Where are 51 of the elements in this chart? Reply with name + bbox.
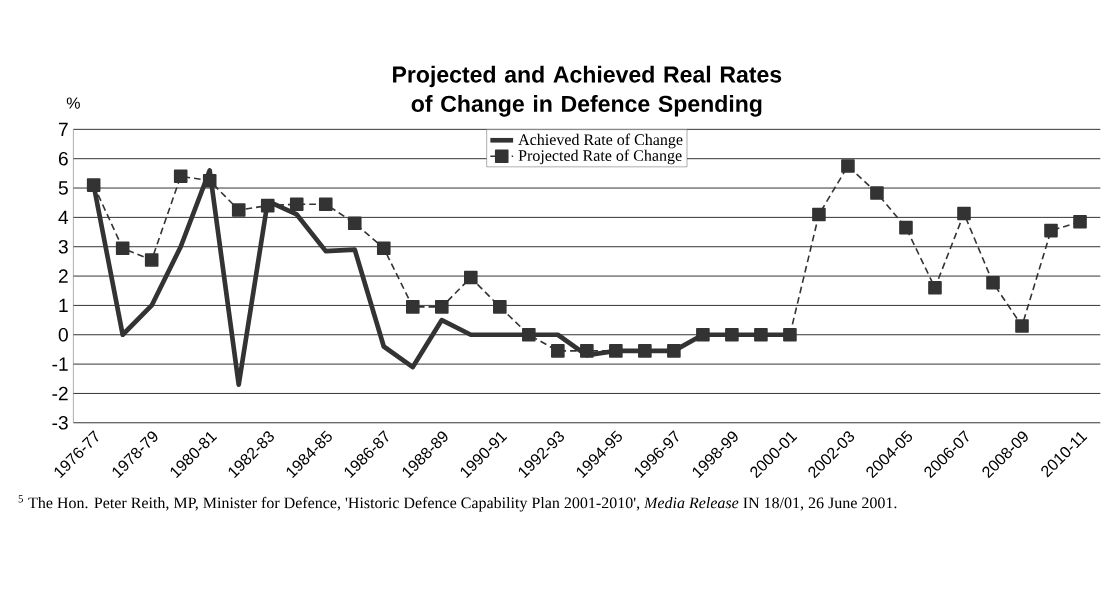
point — [725, 328, 739, 342]
point — [260, 199, 275, 213]
point — [464, 270, 478, 285]
point — [580, 344, 594, 358]
point — [812, 207, 826, 222]
point — [696, 328, 710, 342]
point — [202, 174, 217, 188]
y-tick-label: 5 — [58, 181, 68, 195]
point — [1073, 215, 1087, 229]
point — [231, 203, 246, 218]
y-tick-label: 0 — [58, 328, 68, 342]
y-tick-label: 6 — [58, 152, 68, 166]
point — [841, 159, 855, 174]
point — [493, 300, 507, 314]
point — [986, 276, 1000, 290]
point — [754, 328, 768, 342]
y-tick-label: -3 — [52, 416, 68, 430]
y-tick-label: -1 — [52, 357, 68, 371]
point — [667, 344, 681, 358]
chart-title: Projected and Achieved Real Rates of Change in Defence Spending — [393, 65, 782, 117]
legend-label: Projected Rate of Change — [518, 149, 682, 165]
y-tick-label: 3 — [58, 240, 68, 254]
point — [522, 328, 536, 342]
y-tick-label: 7 — [58, 123, 68, 137]
point — [1015, 319, 1029, 333]
point — [899, 221, 913, 235]
y-tick-label: 2 — [58, 269, 68, 284]
point — [638, 344, 652, 358]
point — [289, 197, 304, 212]
point — [609, 344, 623, 358]
point — [1044, 224, 1058, 238]
point — [115, 241, 130, 256]
y-tick-label: 1 — [59, 299, 68, 313]
point — [86, 178, 101, 193]
text: $^{5}$ The Hon. Peter Reith, MP, Minister for Defence, 'Historic Defence Capability Plan 2001-2010', Media Release IN 18/01, 26 June 2001. — [18, 495, 897, 512]
point — [173, 169, 188, 184]
y-axis-title: % — [66, 97, 80, 109]
point — [783, 328, 797, 342]
point — [551, 344, 565, 358]
point — [957, 207, 971, 221]
point — [434, 300, 449, 314]
point — [318, 197, 333, 212]
point — [405, 300, 420, 314]
point — [347, 216, 362, 231]
point — [144, 253, 159, 267]
y-tick-label: 4 — [58, 211, 69, 225]
point — [928, 281, 942, 295]
point — [870, 186, 884, 201]
point — [376, 241, 391, 256]
legend-label: Achieved Rate of Change — [518, 133, 683, 149]
y-tick-label: -2 — [52, 386, 68, 401]
